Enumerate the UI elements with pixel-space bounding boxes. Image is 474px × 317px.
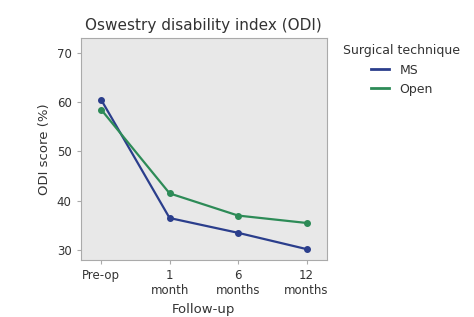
Legend: MS, Open: MS, Open bbox=[343, 44, 460, 96]
Title: Oswestry disability index (ODI): Oswestry disability index (ODI) bbox=[85, 18, 322, 33]
Y-axis label: ODI score (%): ODI score (%) bbox=[38, 103, 51, 195]
X-axis label: Follow-up: Follow-up bbox=[172, 302, 236, 315]
